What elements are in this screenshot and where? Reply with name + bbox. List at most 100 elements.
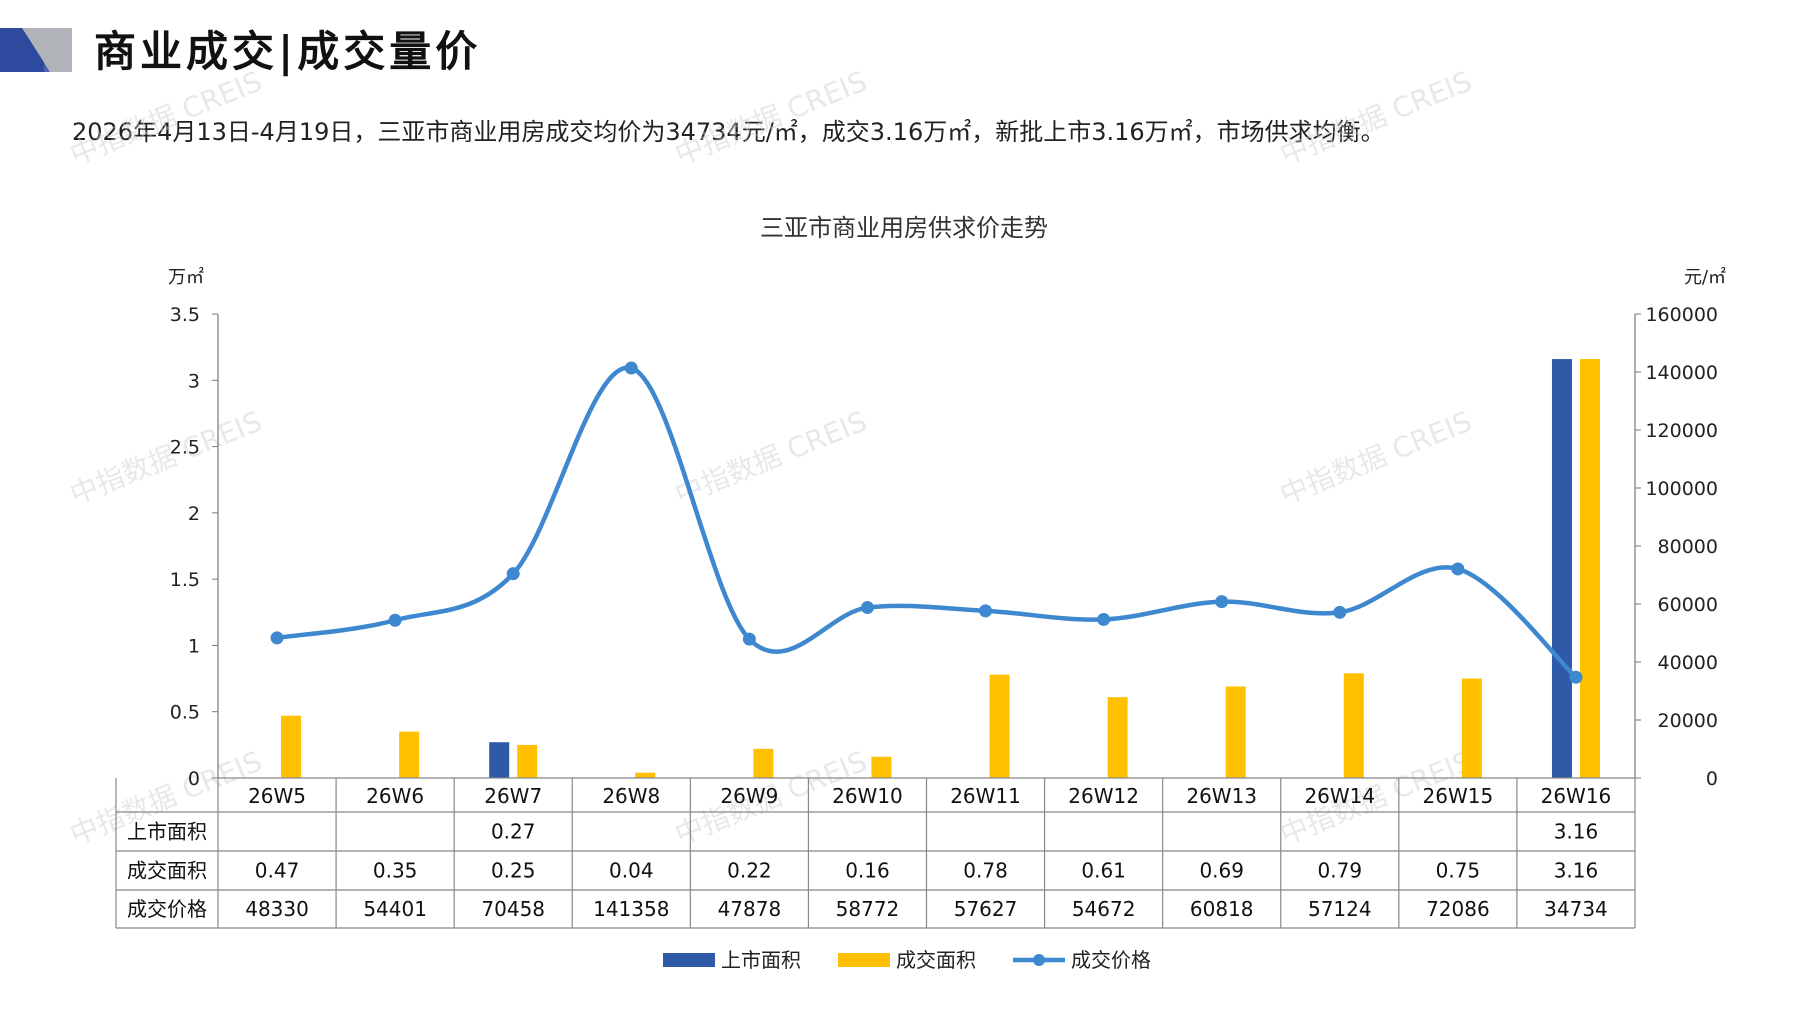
right-tick-label: 140000 [1645, 362, 1718, 384]
right-tick-label: 40000 [1658, 652, 1718, 674]
table-cell: 0.04 [609, 859, 654, 883]
right-tick-label: 60000 [1658, 594, 1718, 616]
category-label: 26W8 [602, 784, 660, 808]
left-axis-unit: 万㎡ [168, 266, 204, 288]
table-cell: 0.16 [845, 859, 890, 883]
table-cell: 72086 [1426, 897, 1490, 921]
price-point-26W10 [860, 601, 874, 615]
table-cell: 60818 [1190, 897, 1254, 921]
table-row-header: 成交价格 [127, 897, 207, 921]
bar-supply-26W16 [1551, 359, 1572, 778]
category-label: 26W6 [366, 784, 424, 808]
table-cell: 0.61 [1081, 859, 1126, 883]
table-row-header: 上市面积 [127, 820, 207, 844]
bar-supply-26W7 [489, 742, 510, 778]
legend-label: 成交价格 [1071, 948, 1151, 972]
bar-transaction-26W14 [1343, 673, 1364, 778]
left-tick-label: 1 [188, 635, 200, 657]
table-cell: 48330 [245, 897, 309, 921]
bar-transaction-26W12 [1107, 697, 1128, 778]
bar-transaction-26W16 [1579, 359, 1600, 778]
table-cell: 0.75 [1436, 859, 1481, 883]
price-point-26W13 [1215, 595, 1229, 609]
price-point-26W8 [624, 361, 638, 375]
watermark: 中指数据 CREIS [65, 405, 266, 512]
watermark: 中指数据 CREIS [670, 405, 871, 512]
price-point-26W9 [742, 632, 756, 646]
table-cell: 0.78 [963, 859, 1008, 883]
right-tick-label: 20000 [1658, 710, 1718, 732]
right-axis-unit: 元/㎡ [1684, 266, 1726, 288]
left-tick-label: 0.5 [170, 702, 200, 724]
page-title: 商业成交|成交量价 [94, 27, 482, 76]
legend-swatch-marker [1033, 954, 1045, 966]
price-point-26W11 [979, 604, 993, 618]
table-cell: 0.79 [1318, 859, 1363, 883]
table-cell: 34734 [1544, 897, 1608, 921]
price-point-26W6 [388, 613, 402, 627]
legend-label: 上市面积 [721, 948, 801, 972]
legend-label: 成交面积 [896, 948, 976, 972]
summary-text: 2026年4月13日-4月19日，三亚市商业用房成交均价为34734元/㎡，成交… [72, 118, 1385, 146]
right-tick-label: 80000 [1658, 536, 1718, 558]
price-point-26W5 [270, 631, 284, 645]
category-label: 26W16 [1541, 784, 1612, 808]
left-tick-label: 1.5 [170, 569, 200, 591]
watermark: 中指数据 CREIS [1275, 405, 1476, 512]
bar-transaction-26W8 [635, 772, 656, 778]
watermarks: 中指数据 CREIS 中指数据 CREIS 中指数据 CREIS 中指数据 CREIS… [65, 65, 1476, 852]
bar-transaction-26W15 [1461, 678, 1482, 778]
table-cell: 3.16 [1554, 820, 1599, 844]
bars [281, 359, 1600, 778]
left-tick-label: 2.5 [170, 437, 200, 459]
legend-swatch [838, 953, 890, 967]
left-tick-label: 3 [188, 370, 200, 392]
table-cell: 57124 [1308, 897, 1372, 921]
watermark: 中指数据 CREIS [1275, 65, 1476, 172]
right-tick-label: 120000 [1645, 420, 1718, 442]
header-logo-icon [0, 28, 72, 72]
category-label: 26W14 [1304, 784, 1375, 808]
bar-transaction-26W5 [281, 715, 302, 778]
table-cell: 0.35 [373, 859, 418, 883]
category-label: 26W13 [1186, 784, 1257, 808]
table-cell: 57627 [954, 897, 1018, 921]
table-cell: 54672 [1072, 897, 1136, 921]
left-tick-label: 0 [188, 768, 200, 790]
bar-transaction-26W13 [1225, 686, 1246, 778]
price-point-26W12 [1097, 612, 1111, 626]
category-label: 26W5 [248, 784, 306, 808]
price-point-26W14 [1333, 605, 1347, 619]
left-tick-label: 2 [188, 503, 200, 525]
table-cell: 0.25 [491, 859, 536, 883]
table-cell: 3.16 [1554, 859, 1599, 883]
left-tick-label: 3.5 [170, 304, 200, 326]
price-point-26W16 [1569, 670, 1583, 684]
price-point-26W7 [506, 567, 520, 581]
table-cell: 54401 [363, 897, 427, 921]
price-line [270, 361, 1583, 684]
bar-transaction-26W7 [517, 744, 538, 778]
table-cell: 0.22 [727, 859, 772, 883]
watermark: 中指数据 CREIS [670, 65, 871, 172]
right-tick-label: 0 [1706, 768, 1718, 790]
watermark: 中指数据 CREIS [65, 65, 266, 172]
right-tick-label: 160000 [1645, 304, 1718, 326]
axes: 0 0.5 1 1.5 2 2.5 3 3.5 0 20000 40000 60000 80000 100… [170, 304, 1718, 790]
table-row-header: 成交面积 [127, 859, 207, 883]
category-label: 26W11 [950, 784, 1021, 808]
table-cell: 58772 [836, 897, 900, 921]
data-table: 26W5 26W6 26W7 26W8 26W9 26W10 26W11 26W12 26W13… [115, 777, 1636, 929]
category-label: 26W10 [832, 784, 903, 808]
table-cell: 141358 [593, 897, 669, 921]
table-cell: 47878 [718, 897, 782, 921]
category-label: 26W12 [1068, 784, 1139, 808]
bar-transaction-26W10 [871, 756, 892, 778]
bar-transaction-26W6 [399, 731, 420, 778]
category-label: 26W9 [720, 784, 778, 808]
chart-title: 三亚市商业用房供求价走势 [760, 214, 1048, 242]
price-point-26W15 [1451, 562, 1465, 576]
bar-transaction-26W11 [989, 674, 1010, 778]
table-cell: 0.47 [255, 859, 300, 883]
legend-swatch [663, 953, 715, 967]
